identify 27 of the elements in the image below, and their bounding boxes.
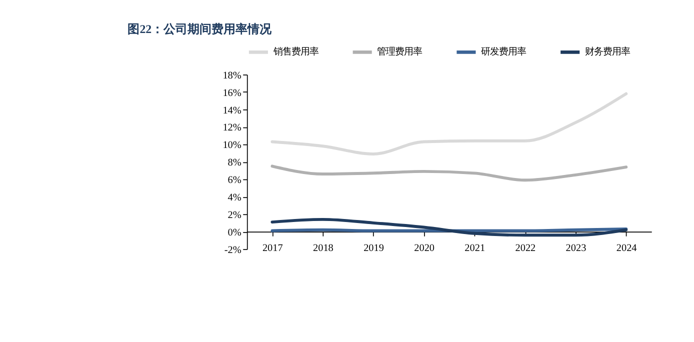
y-tick-label: 14%	[222, 105, 242, 116]
chart-title: 图22：公司期间费用率情况	[128, 22, 273, 36]
y-tick-label: 10%	[222, 140, 242, 152]
y-tick-label: 18%	[222, 70, 242, 82]
y-tick-label: 12%	[222, 122, 242, 134]
line-series	[270, 218, 628, 237]
legend-label: 管理费用率	[377, 46, 422, 58]
y-tick-label: 8%	[228, 158, 242, 169]
y-tick-label: 4%	[228, 192, 242, 204]
legend-label: 研发费用率	[481, 46, 526, 58]
legend-label: 销售费用率	[272, 46, 318, 58]
x-tick-label: 2021	[464, 242, 486, 254]
y-tick-label: 2%	[228, 210, 242, 222]
x-tick-label: 2024	[616, 242, 637, 254]
x-tick-label: 2019	[364, 242, 384, 254]
x-tick-label: 2018	[313, 242, 334, 254]
x-tick-label: 2020	[414, 242, 435, 254]
x-tick-label: 2017	[262, 242, 283, 254]
line-series	[270, 164, 628, 182]
y-tick-label: 16%	[222, 88, 242, 99]
line-series	[270, 92, 628, 156]
y-tick-label: 6%	[228, 175, 242, 186]
y-tick-label: 0%	[228, 227, 242, 238]
y-tick-label: -2%	[224, 244, 242, 256]
x-tick-label: 2023	[566, 242, 586, 254]
x-tick-label: 2022	[515, 242, 536, 254]
legend-label: 财务费用率	[585, 46, 630, 58]
